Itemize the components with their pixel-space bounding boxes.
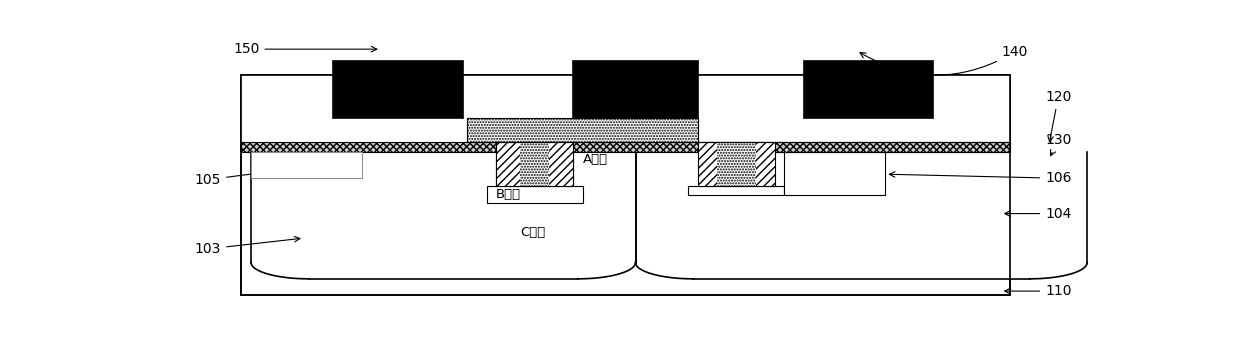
Bar: [688, 186, 785, 195]
Text: 105: 105: [195, 159, 353, 187]
Text: 106: 106: [889, 171, 1071, 185]
Bar: [698, 142, 717, 186]
Bar: [309, 152, 578, 279]
Text: 103: 103: [195, 237, 300, 256]
Bar: [496, 142, 573, 186]
Bar: [496, 142, 573, 186]
Bar: [549, 142, 573, 186]
Bar: [250, 152, 362, 178]
Bar: [521, 142, 549, 186]
Bar: [785, 152, 885, 195]
Bar: [242, 142, 1011, 152]
Bar: [467, 119, 698, 142]
Bar: [698, 142, 775, 186]
Bar: [242, 75, 1011, 142]
Bar: [486, 186, 583, 203]
Bar: [698, 142, 775, 152]
Bar: [804, 61, 934, 119]
Bar: [717, 142, 755, 186]
Bar: [496, 142, 521, 186]
Bar: [332, 61, 463, 119]
Text: 140: 140: [861, 45, 1028, 75]
Bar: [496, 142, 573, 152]
Text: 104: 104: [1004, 207, 1071, 221]
Text: 110: 110: [1004, 284, 1071, 298]
Text: B区域: B区域: [496, 188, 521, 201]
Text: A区域: A区域: [583, 153, 608, 166]
Bar: [693, 152, 1083, 279]
Bar: [573, 61, 698, 119]
Text: 130: 130: [1045, 133, 1071, 156]
Bar: [242, 75, 1011, 295]
Text: C区域: C区域: [521, 226, 546, 239]
Text: 120: 120: [1045, 90, 1071, 142]
Bar: [755, 142, 775, 186]
Text: 150: 150: [233, 42, 377, 56]
